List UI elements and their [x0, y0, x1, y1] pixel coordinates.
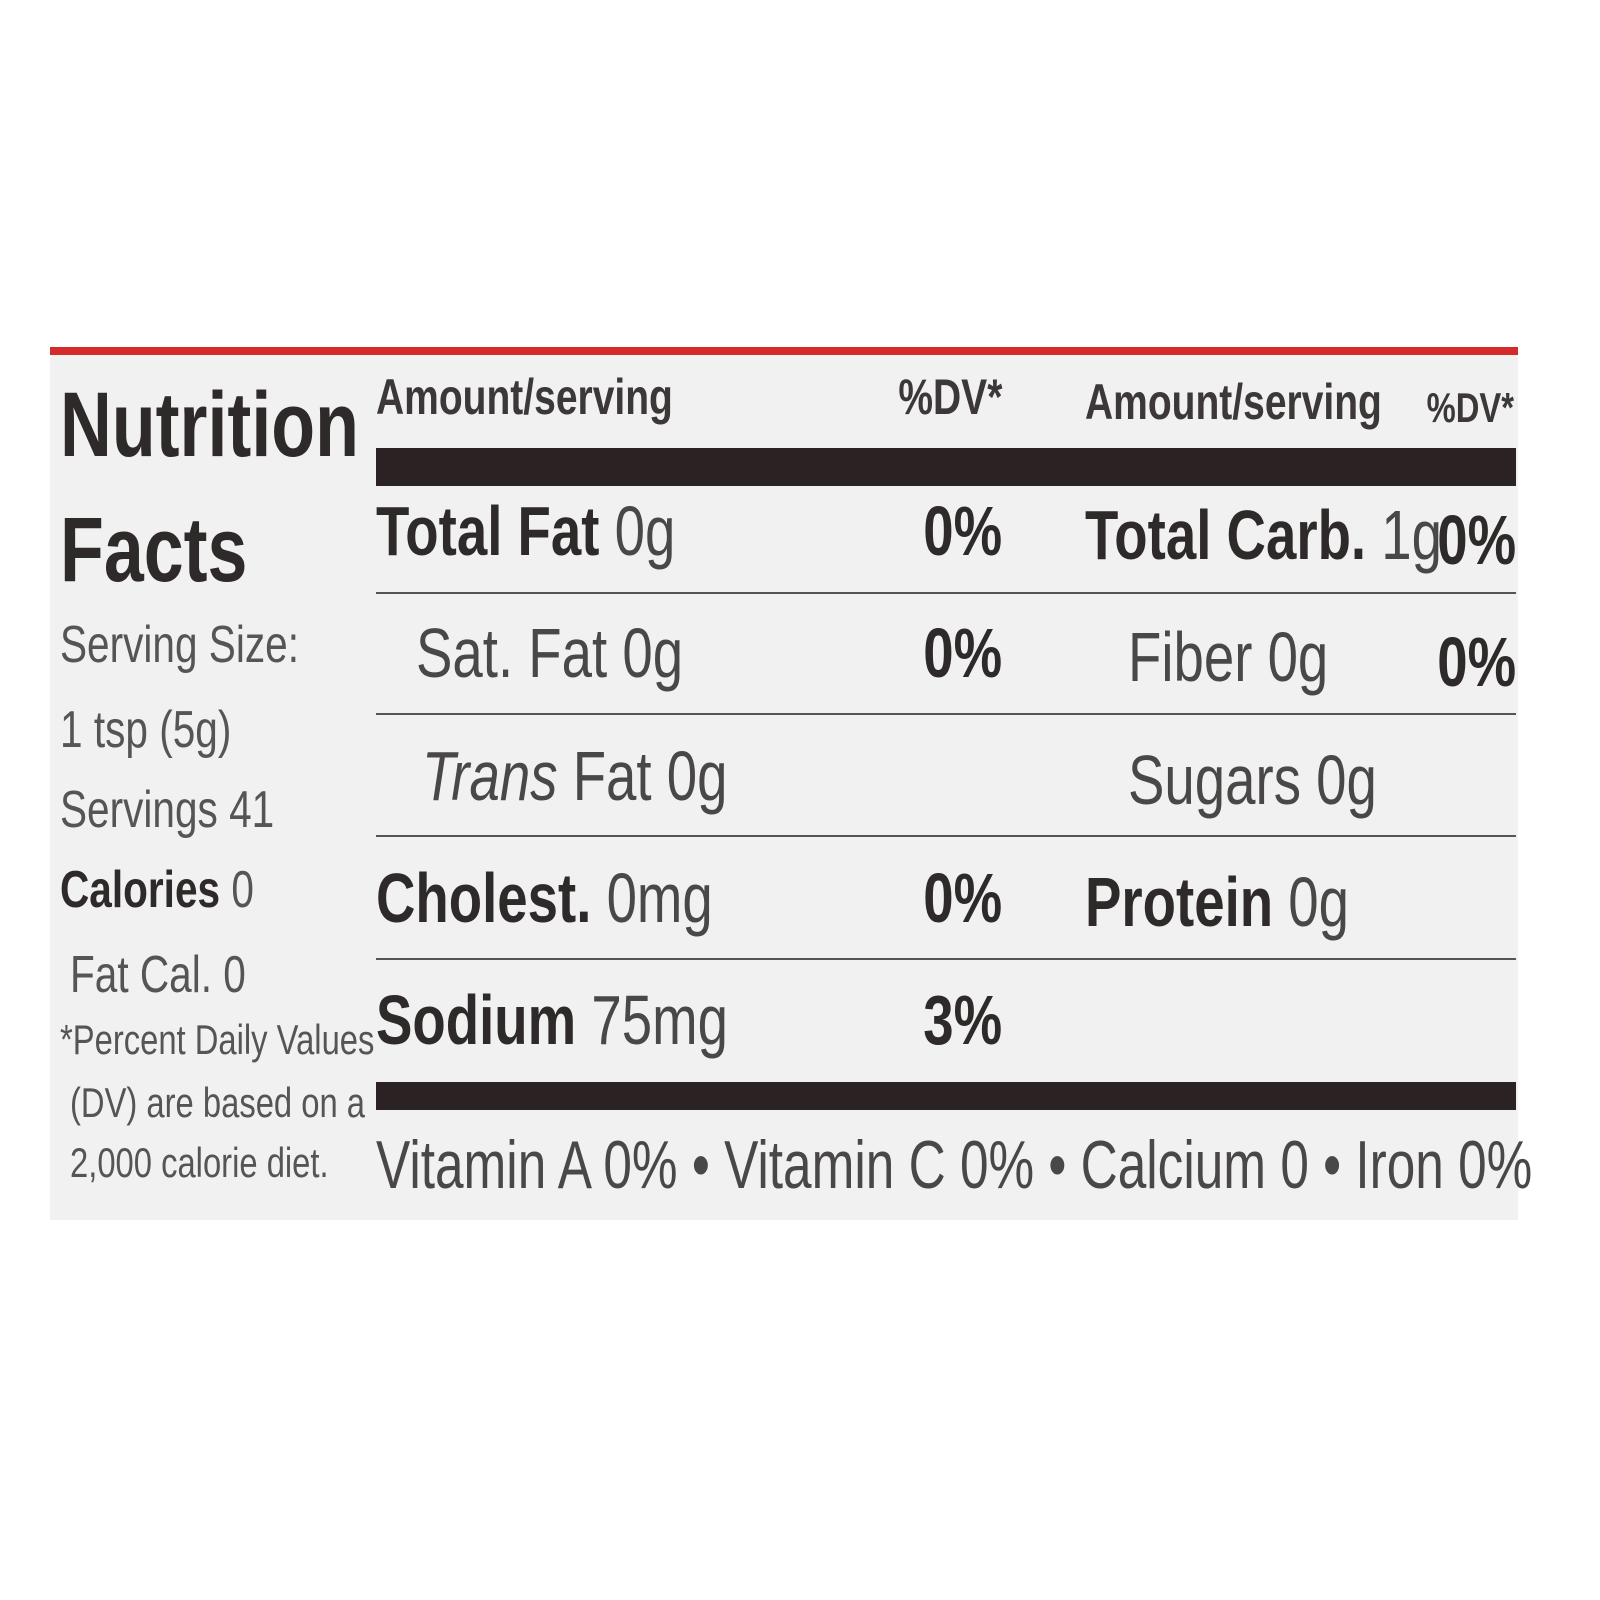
- dv-sodium: 3%: [923, 981, 1002, 1059]
- nutrient-amount: 0g: [1316, 741, 1377, 819]
- fat-calories: Fat Cal. 0: [70, 946, 246, 1004]
- nutrient-name: Fiber: [1128, 618, 1253, 696]
- header-dv-right: %DV*: [1426, 384, 1514, 431]
- nutrient-amount: 0g: [666, 737, 728, 815]
- title-facts: Facts: [60, 499, 248, 601]
- thick-divider-bottom: [376, 1082, 1516, 1110]
- row-trans-fat: Trans Fat 0g: [422, 741, 728, 811]
- dv-fiber: 0%: [1437, 623, 1516, 701]
- row-sodium: Sodium 75mg: [376, 985, 728, 1055]
- dv-cholesterol: 0%: [923, 859, 1002, 937]
- header-amount-right: Amount/serving: [1085, 374, 1382, 430]
- nutrient-amount: 0g: [622, 614, 684, 692]
- nutrient-name: Total Fat: [376, 492, 600, 570]
- row-total-carb: Total Carb. 1g: [1085, 500, 1442, 570]
- nutrient-name: Sugars: [1128, 741, 1302, 819]
- nutrient-amount: 0g: [614, 492, 676, 570]
- dv-total-fat: 0%: [923, 492, 1002, 570]
- title-nutrition: Nutrition: [60, 374, 359, 476]
- calories-label: Calories: [60, 861, 221, 919]
- nutrient-name: Sat. Fat: [416, 614, 608, 692]
- thick-divider-top: [376, 448, 1516, 486]
- footnote-2: (DV) are based on a: [70, 1079, 366, 1126]
- nutrient-name: Protein: [1085, 863, 1274, 941]
- footnote-1: *Percent Daily Values: [60, 1016, 375, 1063]
- header-amount-left: Amount/serving: [376, 369, 673, 425]
- row-sat-fat: Sat. Fat 0g: [416, 618, 683, 688]
- divider: [376, 958, 1516, 960]
- header-dv-left: %DV*: [897, 369, 1002, 425]
- nutrient-name: Trans: [422, 737, 558, 815]
- nutrient-amount: 1g: [1381, 496, 1443, 574]
- row-fiber: Fiber 0g: [1128, 622, 1328, 692]
- divider: [376, 592, 1516, 594]
- calories: Calories 0: [60, 864, 254, 916]
- servings: Servings 41: [60, 781, 275, 839]
- divider: [376, 835, 1516, 837]
- footnote-3: 2,000 calorie diet.: [70, 1139, 329, 1186]
- row-cholesterol: Cholest. 0mg: [376, 863, 713, 933]
- row-protein: Protein 0g: [1085, 867, 1349, 937]
- vitamins-line: Vitamin A 0% • Vitamin C 0% • Calcium 0 …: [376, 1127, 1533, 1203]
- dv-sat-fat: 0%: [923, 614, 1002, 692]
- nutrition-label: [50, 347, 1518, 1220]
- nutrient-amount: 0g: [1267, 618, 1329, 696]
- nutrient-amount: 75mg: [591, 981, 728, 1059]
- divider: [376, 713, 1516, 715]
- row-sugars: Sugars 0g: [1128, 745, 1377, 815]
- nutrient-name: Sodium: [376, 981, 577, 1059]
- serving-size-value: 1 tsp (5g): [60, 701, 232, 759]
- serving-size-label: Serving Size:: [60, 616, 299, 674]
- row-total-fat: Total Fat 0g: [376, 496, 675, 566]
- nutrient-name: Cholest.: [376, 859, 592, 937]
- calories-value: 0: [231, 861, 254, 919]
- dv-total-carb: 0%: [1437, 501, 1516, 579]
- nutrient-name-2: Fat: [572, 737, 652, 815]
- nutrient-amount: 0mg: [606, 859, 713, 937]
- nutrient-amount: 0g: [1288, 863, 1350, 941]
- nutrient-name: Total Carb.: [1085, 496, 1367, 574]
